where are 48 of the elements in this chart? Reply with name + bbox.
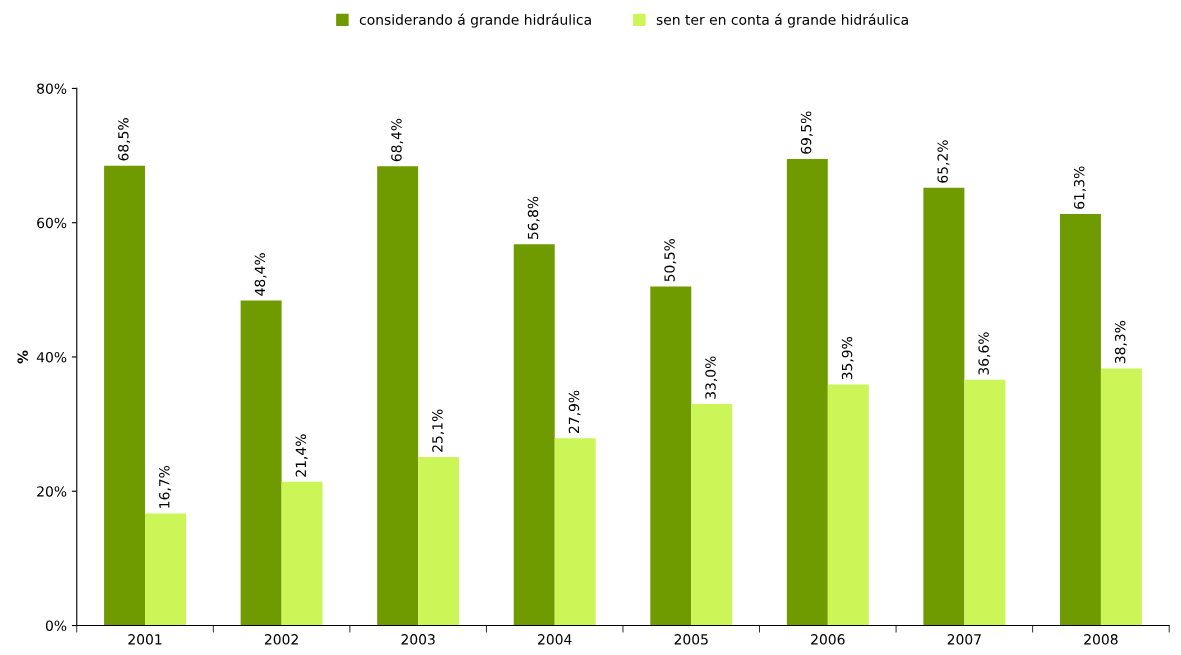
data-label: 68,5% [118, 118, 131, 161]
bar [513, 244, 555, 626]
bar [418, 457, 460, 626]
data-label: 69,5% [800, 111, 813, 154]
data-label: 50,5% [664, 238, 677, 282]
data-label: 21,4% [295, 434, 308, 477]
bar [786, 158, 828, 626]
bar [923, 187, 965, 626]
x-tick-label: 2004 [538, 634, 572, 645]
x-tick-label: 2006 [811, 634, 845, 645]
y-tick-label: 0% [45, 620, 67, 631]
y-tick-label: 60% [37, 217, 67, 229]
bar [1100, 368, 1142, 626]
data-label: 61,3% [1073, 166, 1086, 209]
data-label: 48,4% [254, 253, 267, 296]
legend-label: sen ter en conta á grande hidráulica [656, 13, 908, 28]
data-label: 56,8% [527, 196, 540, 239]
data-label: 36,6% [978, 332, 991, 375]
bar [145, 513, 187, 626]
bar [650, 286, 692, 626]
y-axis-title: % [17, 350, 28, 364]
x-tick-label: 2008 [1084, 634, 1118, 645]
x-tick-label: 2003 [401, 634, 435, 645]
y-tick-label: 40% [36, 351, 67, 363]
x-tick-label: 2007 [947, 634, 981, 645]
bar [691, 403, 733, 626]
bar [964, 379, 1006, 626]
bar [240, 300, 282, 626]
bar [377, 166, 419, 626]
data-label: 38,3% [1114, 320, 1127, 364]
data-label: 35,9% [841, 336, 854, 380]
data-label: 25,1% [432, 409, 445, 452]
x-tick-label: 2002 [264, 634, 298, 645]
x-tick-label: 2005 [674, 634, 708, 645]
data-label: 65,2% [937, 140, 950, 183]
data-label: 16,7% [159, 465, 171, 508]
data-label: 27,9% [568, 390, 581, 434]
data-label: 33,0% [705, 356, 718, 399]
x-tick-label: 2001 [128, 634, 162, 645]
bar [827, 384, 869, 626]
y-tick-label: 80% [37, 83, 67, 94]
bar [554, 438, 596, 626]
legend-label: considerando á grande hidráulica [359, 13, 591, 28]
bar [281, 481, 323, 626]
data-label: 68,4% [391, 118, 404, 162]
y-tick-label: 20% [37, 486, 67, 497]
bar [104, 165, 146, 626]
bar [1059, 213, 1101, 626]
